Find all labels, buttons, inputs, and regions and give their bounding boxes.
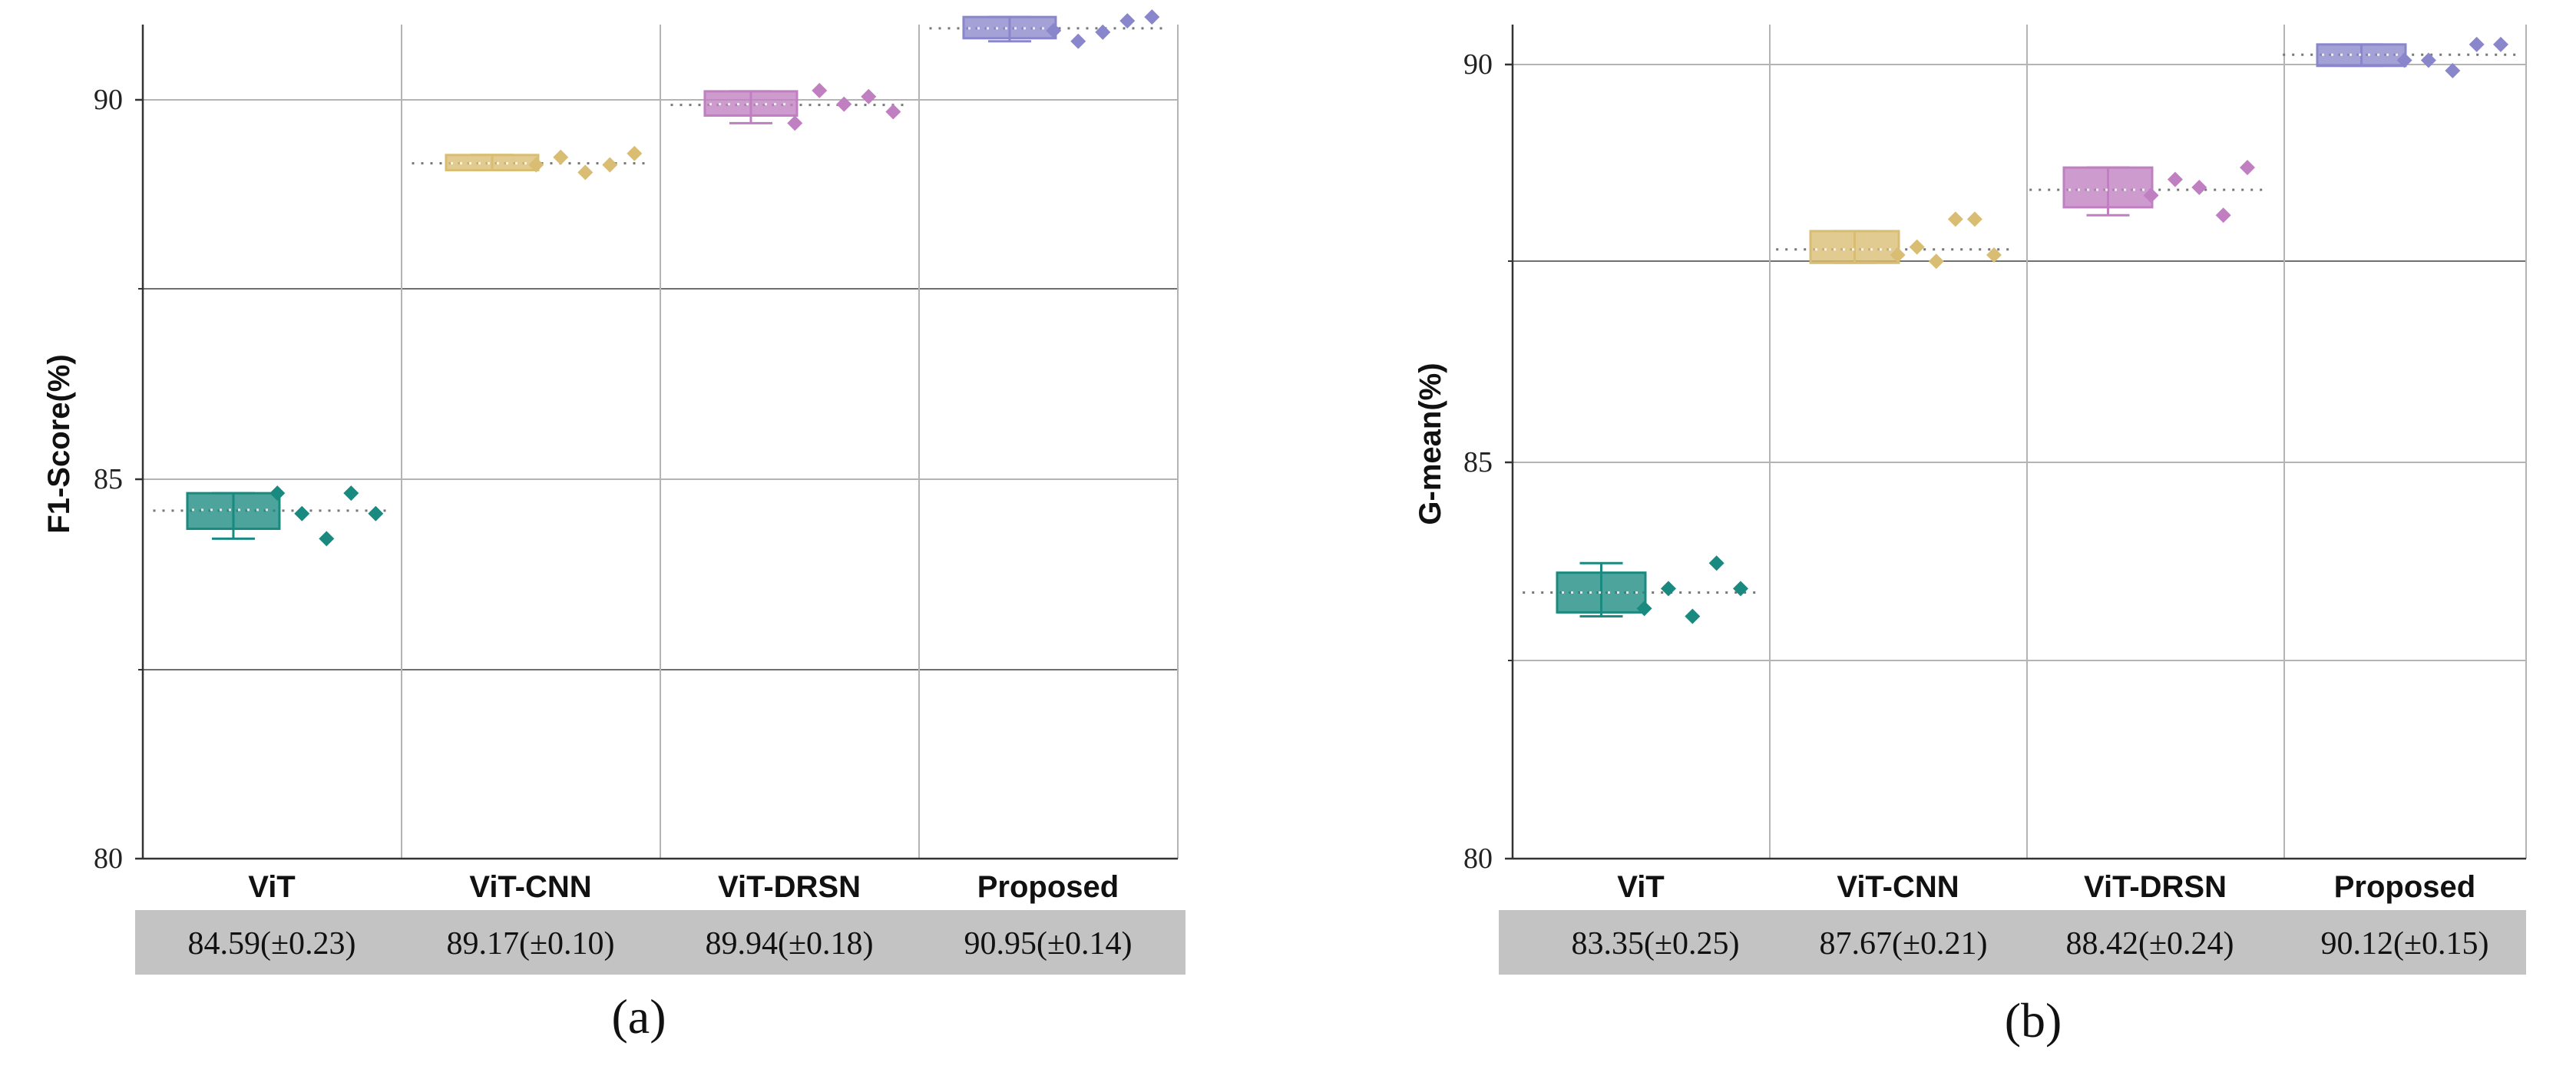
panel-b-summary-proposed: 90.12(±0.15) (2320, 926, 2488, 962)
panel-b-point-vit-drsn (2191, 180, 2207, 196)
panel-b-axes (1505, 25, 2526, 860)
panel-b: 90 85 80 G-mean(%) ViT ViT-CNN ViT-DRSN … (1414, 25, 2527, 1048)
panel-b-point-proposed (2420, 52, 2436, 68)
panel-a-marks (153, 9, 1168, 547)
panel-b-box-vit (1556, 571, 1647, 614)
panel-a-label: (a) (611, 989, 666, 1044)
panel-b-point-vit-cnn (1986, 247, 2002, 263)
panel-b-point-vit-drsn (2167, 171, 2183, 187)
panel-b-point-vit-cnn (1947, 211, 1963, 227)
panel-a-point-vit-drsn (885, 104, 901, 120)
panel-a-category-label-vit-cnn: ViT-CNN (469, 870, 591, 904)
panel-a-point-vit-cnn (577, 164, 594, 180)
panel-b-point-proposed (2445, 62, 2461, 78)
panel-a-ytick-label-85: 85 (94, 463, 123, 495)
panel-a-summary-proposed: 90.95(±0.14) (964, 926, 1132, 962)
panel-a-point-vit-drsn (812, 82, 828, 98)
panel-b-point-proposed (2493, 36, 2508, 52)
panel-b-point-vit (1660, 581, 1676, 597)
panel-a-point-vit-cnn (553, 149, 569, 165)
panel-a-point-proposed (1119, 13, 1136, 29)
panel-a-point-vit (368, 505, 384, 521)
panel-a-point-vit (270, 485, 286, 502)
panel-b-point-vit (1685, 608, 1701, 624)
panel-a-axes (135, 25, 1178, 860)
panel-b-ytick-label-90: 90 (1463, 48, 1493, 81)
panel-b-point-vit (1636, 601, 1652, 617)
panel-a-category-labels: ViT ViT-CNN ViT-DRSN Proposed (248, 870, 1119, 904)
panel-a-ytick-label-90: 90 (94, 84, 123, 116)
panel-b-point-proposed (2396, 52, 2412, 68)
panel-a-point-proposed (1095, 24, 1111, 40)
panel-b-summary-vit-drsn: 88.42(±0.24) (2065, 926, 2234, 962)
panel-a-category-label-proposed: Proposed (977, 870, 1119, 904)
panel-a-point-vit-cnn (627, 145, 643, 161)
panel-b-point-vit-cnn (1909, 239, 1925, 255)
panel-b-ytick-label-80: 80 (1463, 843, 1493, 875)
panel-a-point-vit-cnn (528, 157, 544, 173)
panel-a-point-proposed (1046, 22, 1062, 38)
panel-b-ytick-label-85: 85 (1463, 446, 1493, 478)
panel-b-box-vit-drsn (2062, 166, 2154, 209)
panel-b-point-proposed (2469, 36, 2485, 52)
panel-a-summary-vit: 84.59(±0.23) (187, 926, 355, 962)
panel-a-summary-vit-drsn: 89.94(±0.18) (705, 926, 873, 962)
panel-a-summary-row (135, 910, 1185, 975)
panel-b-category-label-vit: ViT (1617, 870, 1665, 904)
panel-b-point-vit-cnn (1928, 253, 1944, 270)
panel-b-summary-row (1499, 910, 2526, 975)
panel-b-point-vit (1708, 555, 1724, 571)
panel-b-category-label-vit-cnn: ViT-CNN (1837, 870, 1959, 904)
panel-b-label: (b) (2005, 993, 2062, 1048)
panel-a-category-label-vit: ViT (248, 870, 296, 904)
panel-b-point-vit-drsn (2143, 187, 2159, 204)
panel-b-summary-values: 83.35(±0.25) 87.67(±0.21) 88.42(±0.24) 9… (1571, 926, 2488, 962)
panel-b-point-vit (1733, 581, 1748, 597)
panel-a-point-proposed (1070, 33, 1086, 49)
panel-b-point-vit-cnn (1966, 211, 1982, 227)
panel-a-ytick-label-80: 80 (94, 843, 123, 875)
panel-a-point-proposed (1144, 9, 1160, 25)
panel-b-marks (1523, 36, 2516, 624)
panel-b-y-axis-label: G-mean(%) (1414, 363, 1447, 525)
panel-b-category-label-proposed: Proposed (2334, 870, 2475, 904)
panel-b-point-vit-drsn (2240, 160, 2255, 176)
panel-b-box-vit-cnn (1809, 230, 1900, 264)
panel-b-category-label-vit-drsn: ViT-DRSN (2084, 870, 2227, 904)
panel-a-point-vit (343, 485, 359, 502)
panel-a-point-vit-drsn (861, 88, 877, 104)
panel-b-point-vit-drsn (2215, 207, 2231, 223)
panel-b-category-labels: ViT ViT-CNN ViT-DRSN Proposed (1617, 870, 2475, 904)
panel-a-point-vit-cnn (602, 157, 618, 173)
panel-a-summary-values: 84.59(±0.23) 89.17(±0.10) 89.94(±0.18) 9… (187, 926, 1132, 962)
panel-a-gridlines (143, 25, 1179, 859)
panel-a-point-vit-drsn (787, 115, 803, 131)
panel-b-summary-vit: 83.35(±0.25) (1571, 926, 1739, 962)
panel-a-category-label-vit-drsn: ViT-DRSN (718, 870, 861, 904)
panel-b-ytick-labels: 90 85 80 (1463, 48, 1493, 875)
panel-a-point-vit (319, 531, 335, 547)
panel-a-point-vit (294, 505, 310, 521)
panel-a-point-vit-drsn (836, 96, 852, 112)
panel-b-box-proposed (2316, 43, 2407, 68)
panel-b-summary-vit-cnn: 87.67(±0.21) (1819, 926, 1987, 962)
panel-a: 90 85 80 F1-Score(%) ViT ViT-CNN ViT-DRS… (42, 9, 1185, 1044)
panel-a-box-vit (186, 492, 281, 531)
panel-b-point-vit-cnn (1890, 247, 1906, 263)
panel-b-gridlines (1513, 25, 2527, 859)
panel-a-summary-vit-cnn: 89.17(±0.10) (446, 926, 614, 962)
panel-a-ytick-labels: 90 85 80 (94, 84, 123, 875)
panel-a-y-axis-label: F1-Score(%) (42, 354, 76, 533)
